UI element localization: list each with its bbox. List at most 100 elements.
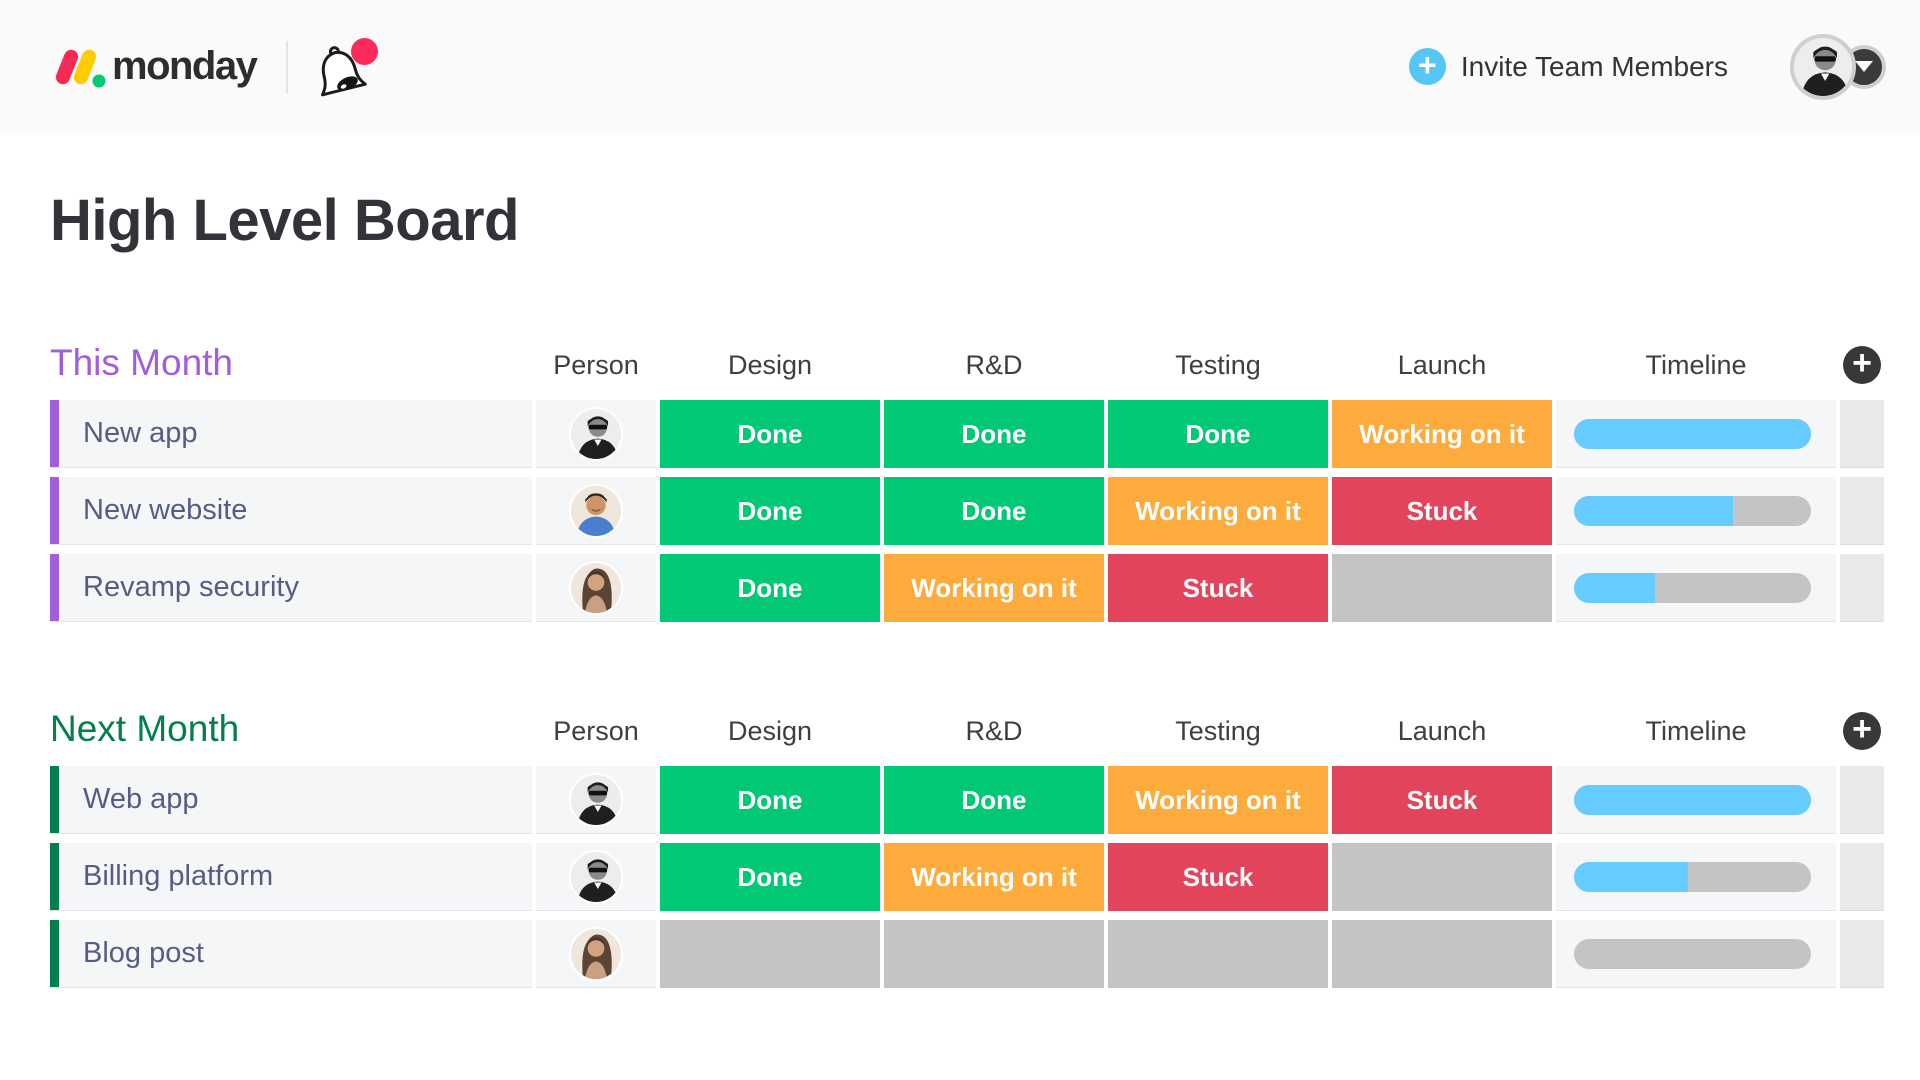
extra-cell xyxy=(1840,554,1884,622)
person-cell[interactable] xyxy=(536,400,656,468)
person-cell[interactable] xyxy=(536,477,656,545)
invite-label: Invite Team Members xyxy=(1460,50,1728,82)
status-cell-rd[interactable]: Done xyxy=(884,477,1104,545)
timeline-bar xyxy=(1574,861,1811,892)
extra-cell xyxy=(1840,920,1884,988)
group-title[interactable]: Next Month xyxy=(50,708,240,750)
item-name-cell[interactable]: Web app xyxy=(50,766,532,834)
timeline-cell[interactable] xyxy=(1556,554,1836,622)
status-cell-launch[interactable]: Working on it xyxy=(1332,400,1552,468)
status-cell-rd[interactable]: Done xyxy=(884,766,1104,834)
item-name-cell[interactable]: Revamp security xyxy=(50,554,532,622)
timeline-bar xyxy=(1574,784,1811,815)
person-avatar xyxy=(569,772,623,827)
add-column-button[interactable] xyxy=(1843,346,1881,384)
column-header-design[interactable]: Design xyxy=(727,350,813,380)
item-name-cell[interactable]: New website xyxy=(50,477,532,545)
status-cell-launch[interactable]: Stuck xyxy=(1332,766,1552,834)
status-cell-testing[interactable]: Stuck xyxy=(1108,843,1328,911)
extra-cell xyxy=(1840,400,1884,468)
notification-badge xyxy=(351,37,379,65)
status-cell-design[interactable] xyxy=(660,920,880,988)
item-name-cell[interactable]: New app xyxy=(50,400,532,468)
timeline-bar xyxy=(1574,938,1811,969)
person-cell[interactable] xyxy=(536,920,656,988)
item-name: Blog post xyxy=(83,937,204,969)
person-avatar xyxy=(569,483,623,538)
invite-team-members-button[interactable]: Invite Team Members xyxy=(1408,48,1728,85)
account-avatar[interactable] xyxy=(1790,33,1856,100)
item-name: New app xyxy=(83,417,198,449)
item-name: Web app xyxy=(83,783,199,815)
item-name-cell[interactable]: Billing platform xyxy=(50,843,532,911)
status-cell-rd[interactable]: Working on it xyxy=(884,554,1104,622)
monday-logo-icon xyxy=(55,49,106,87)
monday-logo[interactable]: monday xyxy=(48,43,258,91)
column-header-person[interactable]: Person xyxy=(553,350,639,380)
timeline-cell[interactable] xyxy=(1556,766,1836,834)
status-cell-design[interactable]: Done xyxy=(660,400,880,468)
status-cell-testing[interactable]: Working on it xyxy=(1108,766,1328,834)
item-name-cell[interactable]: Blog post xyxy=(50,920,532,988)
status-cell-design[interactable]: Done xyxy=(660,477,880,545)
status-cell-testing[interactable]: Working on it xyxy=(1108,477,1328,545)
notifications-button[interactable] xyxy=(312,32,379,102)
column-header-testing[interactable]: Testing xyxy=(1175,716,1261,746)
status-cell-launch[interactable] xyxy=(1332,920,1552,988)
group-color-bar xyxy=(50,920,59,987)
invite-plus-icon xyxy=(1408,48,1446,85)
status-cell-rd[interactable]: Working on it xyxy=(884,843,1104,911)
timeline-bar xyxy=(1574,418,1811,449)
column-header-rd[interactable]: R&D xyxy=(965,350,1023,380)
status-cell-launch[interactable] xyxy=(1332,843,1552,911)
top-bar: monday Invite Team Members xyxy=(0,0,1920,133)
column-header-launch[interactable]: Launch xyxy=(1397,350,1487,380)
group-title[interactable]: This Month xyxy=(50,342,234,384)
status-cell-design[interactable]: Done xyxy=(660,554,880,622)
page-title: High Level Board xyxy=(50,188,519,253)
column-header-testing[interactable]: Testing xyxy=(1175,350,1261,380)
status-cell-design[interactable]: Done xyxy=(660,766,880,834)
status-cell-launch[interactable] xyxy=(1332,554,1552,622)
group-header-this-month: This Month Person Design R&D Testing Lau… xyxy=(50,336,1884,384)
person-avatar xyxy=(569,926,623,981)
timeline-cell[interactable] xyxy=(1556,920,1836,988)
topbar-divider xyxy=(286,40,289,93)
table-row: Revamp security Done Working on it Stuck xyxy=(50,554,1884,622)
status-cell-rd[interactable]: Done xyxy=(884,400,1104,468)
status-cell-testing[interactable]: Stuck xyxy=(1108,554,1328,622)
group-header-next-month: Next Month Person Design R&D Testing Lau… xyxy=(50,702,1884,750)
column-header-launch[interactable]: Launch xyxy=(1397,716,1487,746)
column-header-timeline[interactable]: Timeline xyxy=(1645,350,1747,380)
extra-cell xyxy=(1840,843,1884,911)
item-name: Revamp security xyxy=(83,571,299,603)
column-header-timeline[interactable]: Timeline xyxy=(1645,716,1747,746)
status-cell-design[interactable]: Done xyxy=(660,843,880,911)
timeline-cell[interactable] xyxy=(1556,843,1836,911)
column-header-rd[interactable]: R&D xyxy=(965,716,1023,746)
status-cell-rd[interactable] xyxy=(884,920,1104,988)
column-header-person[interactable]: Person xyxy=(553,716,639,746)
timeline-bar xyxy=(1574,572,1811,603)
logo-wordmark: monday xyxy=(112,44,258,88)
status-cell-launch[interactable]: Stuck xyxy=(1332,477,1552,545)
timeline-cell[interactable] xyxy=(1556,477,1836,545)
column-header-design[interactable]: Design xyxy=(727,716,813,746)
extra-cell xyxy=(1840,477,1884,545)
table-row: Web app Done Done Working on it Stuck xyxy=(50,766,1884,834)
group-color-bar xyxy=(50,554,59,621)
status-cell-testing[interactable]: Done xyxy=(1108,400,1328,468)
person-cell[interactable] xyxy=(536,843,656,911)
table-row: Billing platform Done Working on it Stuc… xyxy=(50,843,1884,911)
timeline-cell[interactable] xyxy=(1556,400,1836,468)
item-name: Billing platform xyxy=(83,860,274,892)
table-row: New website Done Done Working on it Stuc… xyxy=(50,477,1884,545)
person-cell[interactable] xyxy=(536,766,656,834)
add-column-button[interactable] xyxy=(1843,712,1881,750)
account-menu[interactable] xyxy=(1790,33,1886,100)
group-color-bar xyxy=(50,843,59,910)
person-cell[interactable] xyxy=(536,554,656,622)
status-cell-testing[interactable] xyxy=(1108,920,1328,988)
table-row: Blog post xyxy=(50,920,1884,988)
table-row: New app Done Done Done Working on it xyxy=(50,400,1884,468)
